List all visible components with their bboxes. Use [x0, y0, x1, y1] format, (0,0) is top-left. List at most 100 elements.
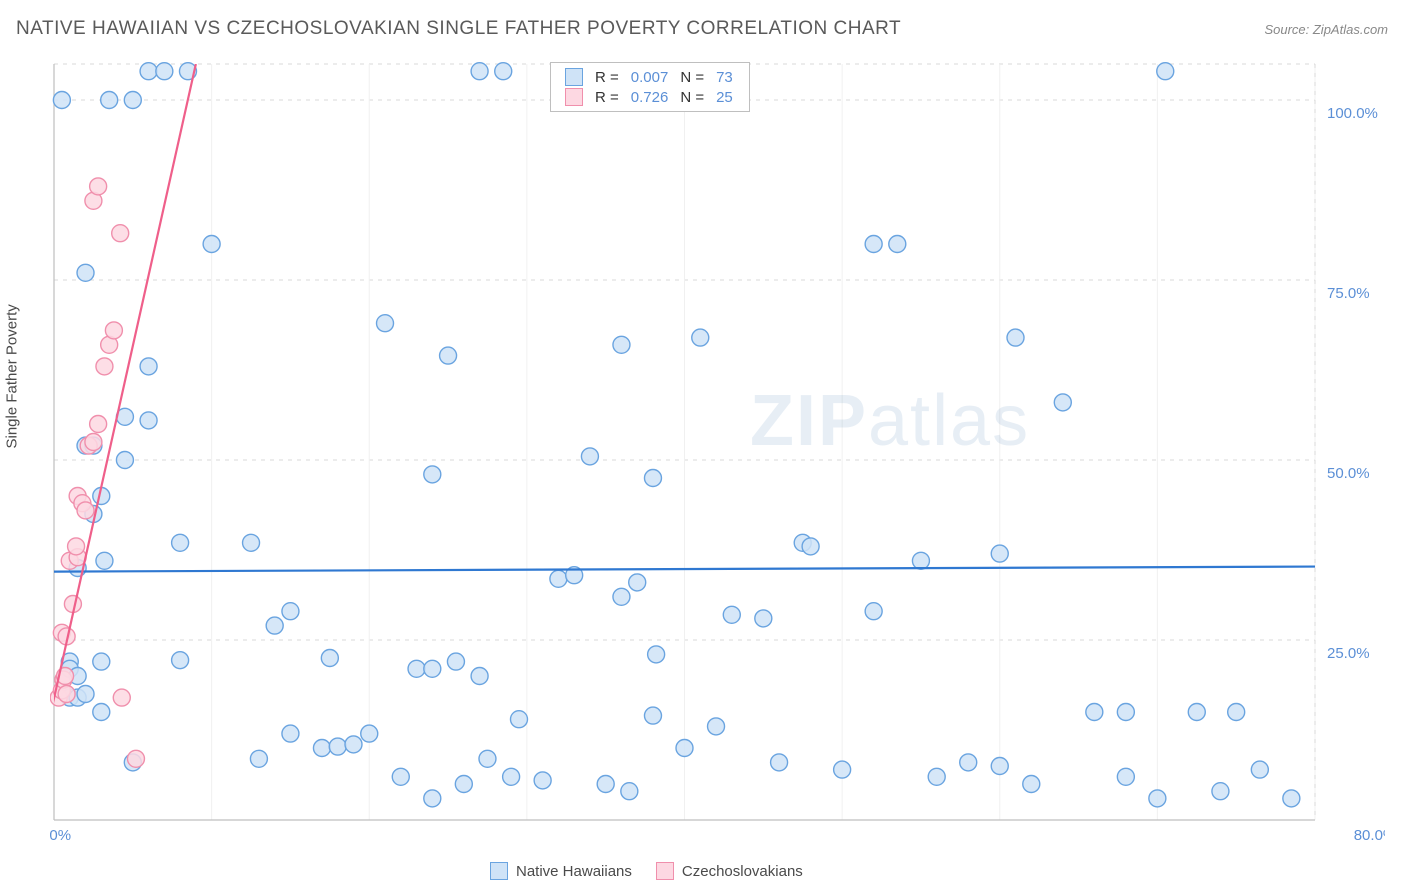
hawaiian-point [644, 707, 661, 724]
hawaiian-point [960, 754, 977, 771]
chart-title: NATIVE HAWAIIAN VS CZECHOSLOVAKIAN SINGL… [16, 18, 901, 40]
czech-point [113, 689, 130, 706]
r-label: R = [589, 87, 625, 107]
hawaiian-point [1251, 761, 1268, 778]
legend-label: Native Hawaiians [516, 863, 632, 880]
hawaiian-point [140, 412, 157, 429]
svg-text:80.0%: 80.0% [1354, 827, 1385, 844]
hawaiian-point [361, 725, 378, 742]
hawaiian-point [1117, 704, 1134, 721]
n-label: N = [674, 87, 710, 107]
czech-point [68, 538, 85, 555]
hawaiian-point [203, 236, 220, 253]
czech-point [90, 416, 107, 433]
svg-text:50.0%: 50.0% [1327, 465, 1370, 482]
hawaiian-point [1007, 329, 1024, 346]
hawaiian-point [510, 711, 527, 728]
hawaiian-point [156, 63, 173, 80]
n-label: N = [674, 67, 710, 87]
hawaiian-point [676, 740, 693, 757]
hawaiian-point [250, 750, 267, 767]
hawaiian-point [495, 63, 512, 80]
hawaiian-point [723, 606, 740, 623]
hawaiian-point [172, 534, 189, 551]
hawaiian-point [534, 772, 551, 789]
hawaiian-point [424, 790, 441, 807]
hawaiian-point [912, 552, 929, 569]
svg-text:75.0%: 75.0% [1327, 285, 1370, 302]
hawaiian-point [266, 617, 283, 634]
hawaiian-point [377, 315, 394, 332]
r-value: 0.007 [625, 67, 675, 87]
hawaiian-point [597, 776, 614, 793]
r-value: 0.726 [625, 87, 675, 107]
hawaiian-point [140, 358, 157, 375]
hawaiian-point [648, 646, 665, 663]
hawaiian-point [455, 776, 472, 793]
hawaiian-point [345, 736, 362, 753]
hawaiian-point [101, 92, 118, 109]
series-legend: Native Hawaiians Czechoslovakians [490, 862, 803, 880]
hawaiian-point [1054, 394, 1071, 411]
hawaiian-point [77, 686, 94, 703]
hawaiian-point [53, 92, 70, 109]
hawaiian-point [96, 552, 113, 569]
czech-point [105, 322, 122, 339]
legend-swatch [565, 88, 583, 106]
hawaiian-point [581, 448, 598, 465]
hawaiian-point [424, 466, 441, 483]
hawaiian-point [1023, 776, 1040, 793]
hawaiian-point [1157, 63, 1174, 80]
hawaiian-point [172, 652, 189, 669]
svg-text:100.0%: 100.0% [1327, 105, 1378, 122]
hawaiian-point [140, 63, 157, 80]
hawaiian-point [1117, 768, 1134, 785]
svg-text:0.0%: 0.0% [50, 827, 71, 844]
czech-point [127, 750, 144, 767]
n-value: 73 [710, 67, 739, 87]
r-label: R = [589, 67, 625, 87]
hawaiian-point [613, 588, 630, 605]
hawaiian-point [834, 761, 851, 778]
hawaiian-point [644, 470, 661, 487]
hawaiian-point [313, 740, 330, 757]
hawaiian-point [755, 610, 772, 627]
hawaiian-point [865, 603, 882, 620]
legend-label: Czechoslovakians [682, 863, 803, 880]
hawaiian-point [447, 653, 464, 670]
hawaiian-point [991, 758, 1008, 775]
hawaiian-point [991, 545, 1008, 562]
hawaiian-point [471, 668, 488, 685]
czech-point [112, 225, 129, 242]
correlation-legend: R =0.007N =73 R =0.726N =25 [550, 62, 750, 112]
hawaiian-point [471, 63, 488, 80]
hawaiian-point [93, 653, 110, 670]
hawaiian-point [550, 570, 567, 587]
hawaiian-point [282, 725, 299, 742]
legend-swatch [565, 68, 583, 86]
hawaiian-point [708, 718, 725, 735]
czech-point [96, 358, 113, 375]
svg-text:25.0%: 25.0% [1327, 645, 1370, 662]
hawaiian-point [1228, 704, 1245, 721]
hawaiian-point [692, 329, 709, 346]
hawaiian-point [424, 660, 441, 677]
hawaiian-point [77, 264, 94, 281]
hawaiian-point [889, 236, 906, 253]
hawaiian-point [124, 92, 141, 109]
hawaiian-point [408, 660, 425, 677]
hawaiian-point [243, 534, 260, 551]
hawaiian-point [1212, 783, 1229, 800]
hawaiian-point [865, 236, 882, 253]
hawaiian-point [282, 603, 299, 620]
hawaiian-point [329, 738, 346, 755]
hawaiian-point [321, 650, 338, 667]
y-axis-label: Single Father Poverty [4, 304, 21, 448]
hawaiian-point [802, 538, 819, 555]
legend-swatch [490, 862, 508, 880]
czech-point [90, 178, 107, 195]
hawaiian-point [613, 336, 630, 353]
hawaiian-point [629, 574, 646, 591]
n-value: 25 [710, 87, 739, 107]
scatter-plot: 25.0% 50.0% 75.0% 100.0% 0.0% 80.0% [50, 60, 1385, 850]
